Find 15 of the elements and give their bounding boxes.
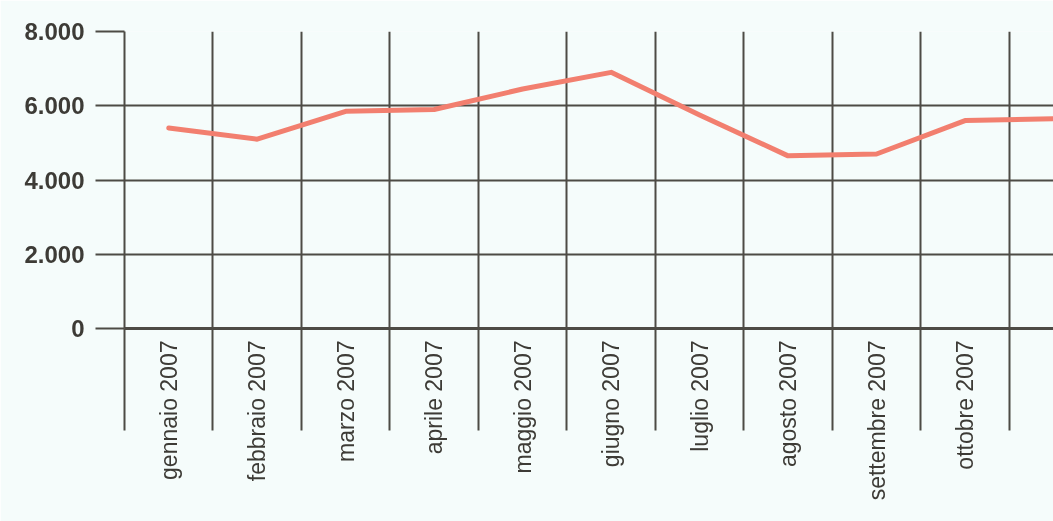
x-tick-label: ottobre 2007 [952,340,979,470]
x-tick-label: settembre 2007 [863,340,890,501]
x-tick-label: agosto 2007 [775,340,802,468]
x-tick-label: aprile 2007 [421,340,448,455]
x-tick-label: gennaio 2007 [155,340,182,480]
y-tick-label: 8.000 [24,18,85,45]
x-tick-label: marzo 2007 [332,340,359,462]
y-tick-label: 6.000 [24,92,85,120]
x-tick-label: maggio 2007 [509,340,536,474]
y-tick-label: 4.000 [24,166,85,194]
x-tick-label: febbraio 2007 [244,340,271,482]
y-tick-label: 0 [71,315,85,342]
x-tick-label: giugno 2007 [598,340,625,468]
x-tick-label: luglio 2007 [686,340,713,452]
y-tick-label: 2.000 [24,240,85,268]
